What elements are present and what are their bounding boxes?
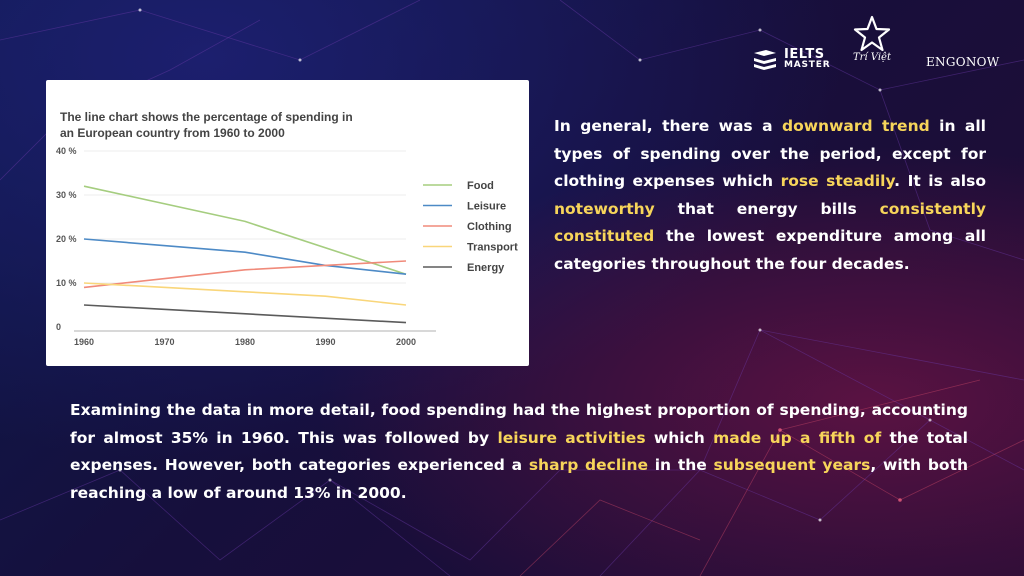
legend-label-food: Food bbox=[467, 180, 494, 192]
overview-highlight: consistently constituted bbox=[554, 199, 986, 246]
y-tick-label: 0 bbox=[56, 322, 61, 332]
series-line-leisure bbox=[83, 238, 407, 275]
y-tick-label: 20 % bbox=[56, 234, 77, 244]
line-chart: The line chart shows the percentage of s… bbox=[56, 110, 518, 347]
y-tick-label: 40 % bbox=[56, 146, 77, 156]
detail-text: in the bbox=[648, 456, 714, 474]
chart-title-line: The line chart shows the percentage of s… bbox=[60, 110, 353, 124]
series-line-clothing bbox=[83, 260, 407, 289]
overview-text: In general, there was a bbox=[554, 117, 782, 135]
overview-highlight: downward trend bbox=[781, 117, 930, 135]
chart-title-line: an European country from 1960 to 2000 bbox=[60, 126, 285, 140]
series-line-transport bbox=[83, 282, 407, 306]
series-line-food bbox=[83, 185, 407, 275]
x-tick-label: 1990 bbox=[315, 337, 335, 347]
x-tick-label: 1970 bbox=[154, 337, 174, 347]
detail-text: , with both reaching a low of around 13%… bbox=[70, 456, 969, 502]
overview-text: the lowest expenditure among all categor… bbox=[554, 227, 986, 273]
overview-text: . It is also bbox=[894, 172, 986, 190]
detail-highlight: sharp decline bbox=[528, 456, 648, 474]
x-tick-label: 1960 bbox=[74, 337, 94, 347]
series-line-energy bbox=[83, 304, 407, 324]
ielts-master-logo: IELTS MASTER bbox=[752, 30, 830, 90]
detail-paragraph: Examining the data in more detail, food … bbox=[70, 397, 968, 507]
star-icon bbox=[853, 15, 891, 52]
detail-text: which bbox=[645, 428, 714, 447]
detail-highlight: leisure activities bbox=[497, 428, 646, 447]
detail-highlight: made up a fifth of bbox=[713, 428, 882, 447]
detail-highlight: subsequent years bbox=[713, 456, 871, 474]
ielts-logo-line2: MASTER bbox=[784, 60, 831, 70]
book-icon bbox=[754, 50, 776, 70]
y-tick-label: 30 % bbox=[56, 190, 77, 200]
ielts-logo-line1: IELTS bbox=[784, 47, 825, 62]
x-tick-label: 1980 bbox=[235, 337, 255, 347]
overview-text: that energy bills bbox=[654, 199, 880, 218]
triviet-logo: Trí Việt bbox=[852, 14, 892, 74]
detail-text: the total expenses. However, both catego… bbox=[70, 428, 968, 475]
legend-label-leisure: Leisure bbox=[467, 201, 506, 213]
legend-label-energy: Energy bbox=[467, 262, 505, 274]
legend-label-transport: Transport bbox=[467, 242, 518, 254]
triviet-logo-text: Trí Việt bbox=[852, 52, 891, 63]
overview-paragraph: In general, there was a downward trend i… bbox=[554, 113, 986, 278]
x-tick-label: 2000 bbox=[396, 337, 416, 347]
legend-label-clothing: Clothing bbox=[467, 221, 512, 233]
chart-card: The line chart shows the percentage of s… bbox=[46, 80, 529, 366]
detail-text: Examining the data in more detail, food … bbox=[70, 401, 968, 447]
overview-highlight: rose steadily bbox=[780, 172, 895, 190]
engonow-logo: ENGONOW bbox=[926, 55, 1000, 69]
overview-text: in all types of spending over the period… bbox=[554, 117, 986, 190]
y-tick-label: 10 % bbox=[56, 278, 77, 288]
overview-highlight: noteworthy bbox=[554, 199, 655, 218]
